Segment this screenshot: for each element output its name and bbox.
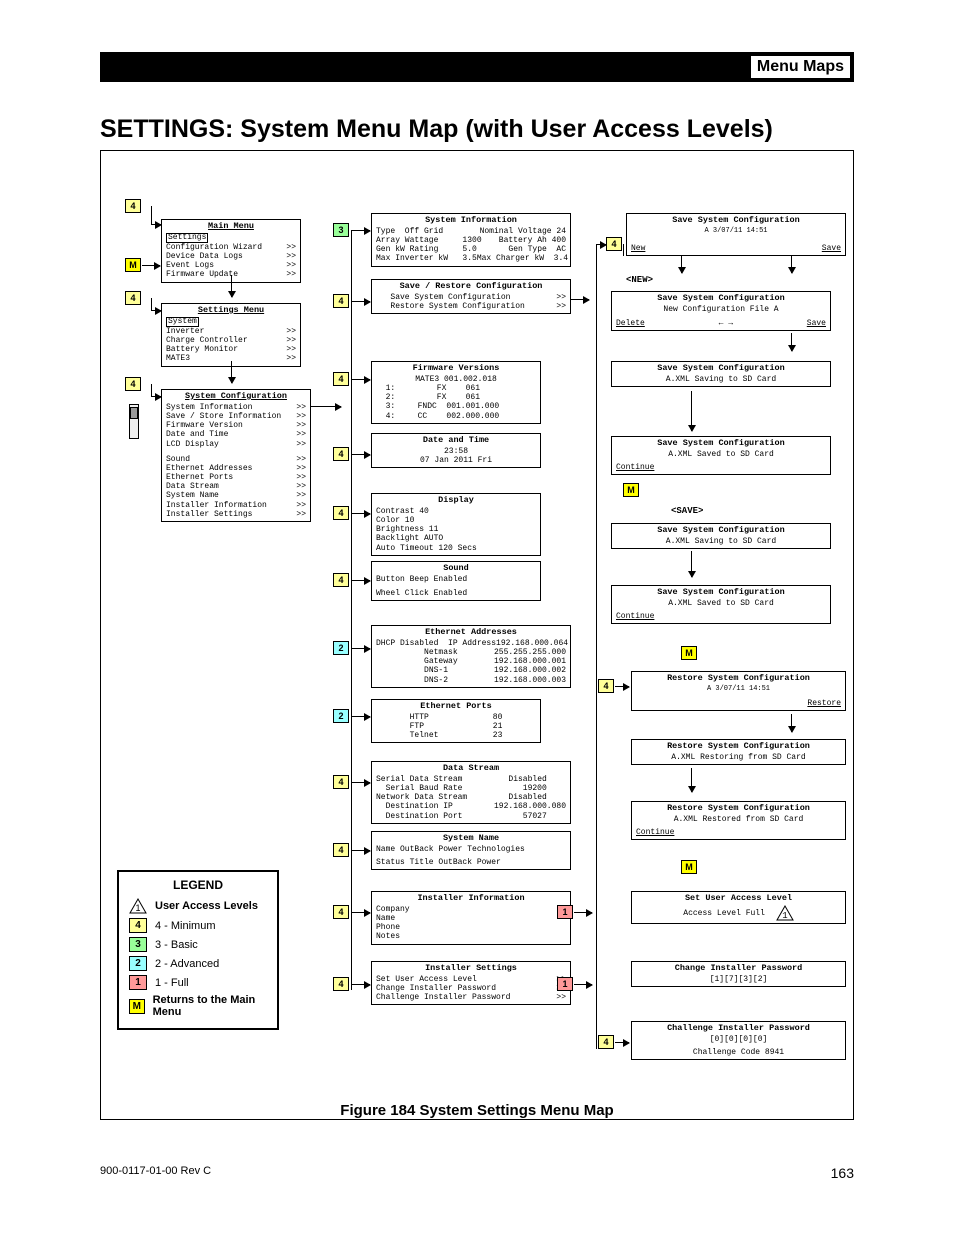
box-chp: Challenge Installer Password [0][0][0][0… [631,1021,846,1060]
box-restore1: Restore System Configuration A.XML Resto… [631,739,846,765]
badge-4: 4 [333,905,349,919]
badge-4: 4 [333,775,349,789]
badge-4: 4 [598,1035,614,1049]
box-sys-name: System Name Name OutBack Power Technolog… [371,831,571,870]
box-main-menu: Main Menu Settings Configuration Wizard>… [161,219,301,283]
header-bar: Menu Maps [100,52,854,82]
box-save5: Save System Configuration A.XML Saved to… [611,585,831,624]
badge-4: 4 [606,237,622,251]
box-data-stream: Data Stream Serial Data StreamDisabled S… [371,761,571,824]
box-save-cfg-hdr: Save System Configuration A 3/07/11 14:5… [626,213,846,256]
box-eth-addr: Ethernet Addresses DHCP Disabled IP Addr… [371,625,571,688]
box-eth-ports: Ethernet Ports HTTP80 FTP21 Telnet23 [371,699,541,743]
badge-m: M [623,483,639,497]
badge-1: 1 [557,977,573,991]
box-save2: Save System Configuration A.XML Saving t… [611,361,831,387]
svg-text:1: 1 [782,911,787,921]
box-save1: Save System Configuration New Configurat… [611,291,831,331]
badge-4: 4 [333,294,349,308]
figure-caption: Figure 184 System Settings Menu Map [100,1102,854,1119]
triangle-icon: 1 [129,898,147,914]
box-sys-config: System Configuration System Information>… [161,389,311,522]
box-sys-info: System Information Type Off GridNominal … [371,213,571,267]
footer-page-number: 163 [831,1165,854,1181]
badge-4: 4 [598,679,614,693]
badge-m: M [681,860,697,874]
badge-4: 4 [333,447,349,461]
footer-doc-id: 900-0117-01-00 Rev C [100,1165,211,1177]
box-restore-hdr: Restore System Configuration A 3/07/11 1… [631,671,846,711]
badge-4: 4 [333,506,349,520]
box-firmware: Firmware Versions MATE3 001.002.018 1:FX… [371,361,541,424]
badge-3: 3 [333,223,349,237]
svg-text:1: 1 [135,903,140,913]
box-datetime: Date and Time 23:58 07 Jan 2011 Fri [371,433,541,468]
scrollbar-icon [129,404,139,439]
badge-m: M [125,258,141,272]
section-label: Menu Maps [751,56,850,78]
badge-4: 4 [333,977,349,991]
badge-1: 1 [557,905,573,919]
badge-4: 4 [125,377,141,391]
box-restore2: Restore System Configuration A.XML Resto… [631,801,846,840]
badge-4: 4 [125,291,141,305]
new-label: <NEW> [626,275,653,285]
badge-4: 4 [333,372,349,386]
triangle-icon: 1 [776,905,794,921]
badge-2: 2 [333,641,349,655]
box-display: Display Contrast 40 Color 10 Brightness … [371,493,541,556]
box-save-restore: Save / Restore Configuration Save System… [371,279,571,314]
box-save3: Save System Configuration A.XML Saved to… [611,436,831,475]
badge-4: 4 [125,199,141,213]
badge-m: M [681,646,697,660]
legend: LEGEND 1 User Access Levels 44 - Minimum… [117,870,279,1030]
box-ual: Set User Access Level Access Level Full … [631,891,846,924]
box-settings-menu: Settings Menu System Inverter>> Charge C… [161,303,301,367]
page-title: SETTINGS: System Menu Map (with User Acc… [100,115,773,144]
badge-4: 4 [333,573,349,587]
box-cip: Change Installer Password [1][7][3][2] [631,961,846,987]
badge-m: M [129,999,145,1014]
badge-2: 2 [333,709,349,723]
box-save4: Save System Configuration A.XML Saving t… [611,523,831,549]
box-installer-settings: Installer Settings Set User Access Level… [371,961,571,1005]
box-sound: Sound Button Beep Enabled Wheel Click En… [371,561,541,601]
diagram-frame: Main Menu Settings Configuration Wizard>… [100,150,854,1120]
box-installer-info: Installer Information Company Name Phone… [371,891,571,945]
badge-4: 4 [333,843,349,857]
main-menu-title: Main Menu [166,222,296,232]
save-label: <SAVE> [671,506,703,516]
